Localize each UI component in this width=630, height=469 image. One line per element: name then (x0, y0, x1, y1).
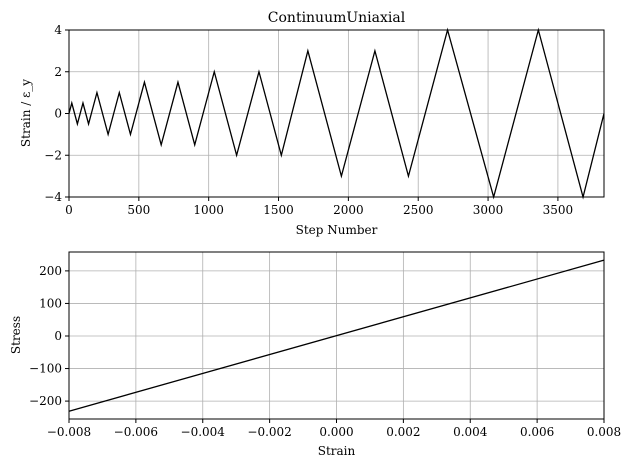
x-tick-label: 0.004 (453, 425, 488, 439)
y-tick-label: 0 (54, 329, 62, 343)
x-tick-label: 0.006 (520, 425, 554, 439)
top-y-axis-label-text: Strain / ε_y (19, 79, 33, 147)
bottom-stress-strain-line (68, 259, 605, 412)
x-tick-label: −0.006 (114, 425, 158, 439)
y-tick-label: −200 (29, 394, 62, 408)
bottom-y-axis-label-text: Stress (9, 316, 23, 354)
x-tick-label: 2000 (333, 203, 364, 217)
bottom-x-axis-label: Strain (318, 444, 356, 458)
y-tick-label: 2 (54, 65, 62, 79)
top-strain-history-axes: 0 500 1000 1500 2000 2500 3000 3500 −4 −2 0 2 4 Cont… (19, 10, 605, 237)
y-tick-label: 0 (54, 107, 62, 121)
y-tick-label: 100 (39, 296, 62, 310)
x-tick-label: −0.008 (47, 425, 91, 439)
top-ticks: 0 500 1000 1500 2000 2500 3000 3500 −4 −2 0 2 4 (44, 23, 573, 217)
bottom-y-axis-label: Stress (9, 316, 23, 354)
x-tick-label: 1500 (263, 203, 294, 217)
x-tick-label: −0.004 (181, 425, 226, 439)
top-grid (68, 29, 604, 198)
top-strain-history-line (68, 27, 605, 200)
x-tick-label: 0.008 (587, 425, 621, 439)
y-tick-label: −4 (44, 190, 62, 204)
x-tick-label: 500 (127, 203, 150, 217)
x-tick-label: 3000 (473, 203, 504, 217)
x-tick-label: 1000 (193, 203, 224, 217)
x-tick-label: −0.002 (247, 425, 291, 439)
top-y-axis-label: Strain / ε_y (19, 79, 33, 147)
x-tick-label: 0.000 (319, 425, 353, 439)
top-chart-title: ContinuumUniaxial (268, 10, 406, 26)
bottom-ticks: −0.008 −0.006 −0.004 −0.002 0.000 0.002 0.004 0… (29, 264, 621, 439)
y-tick-label: 200 (39, 264, 62, 278)
y-tick-label: −2 (44, 148, 62, 162)
y-tick-label: −100 (29, 362, 62, 376)
top-x-axis-label: Step Number (296, 223, 378, 237)
x-tick-label: 3500 (543, 203, 574, 217)
y-tick-label: 4 (54, 23, 62, 37)
x-tick-label: 0 (65, 203, 73, 217)
x-tick-label: 2500 (403, 203, 434, 217)
bottom-stress-strain-axes: −0.008 −0.006 −0.004 −0.002 0.000 0.002 0.004 0… (9, 251, 621, 458)
x-tick-label: 0.002 (386, 425, 420, 439)
